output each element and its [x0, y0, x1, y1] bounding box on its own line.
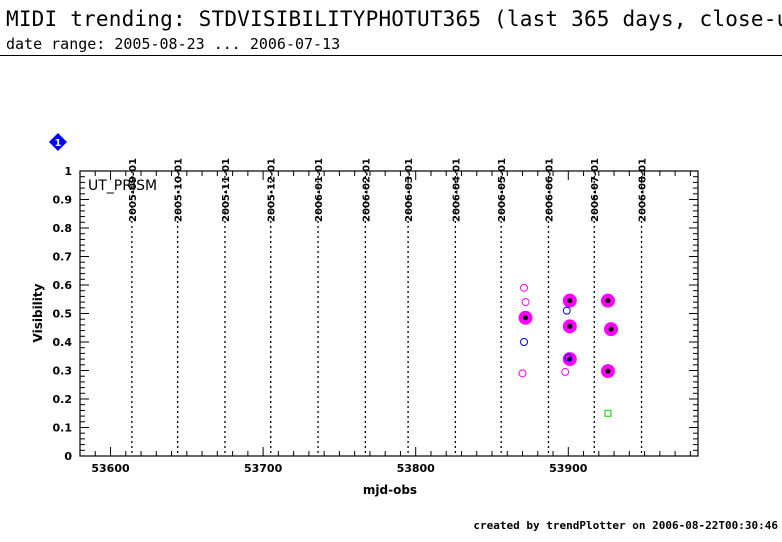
open-point-blue	[564, 353, 573, 362]
filled-point-center	[523, 315, 529, 321]
header-divider	[0, 55, 782, 56]
y-axis: 0 0.1 0.2 0.3 0.4 0.5 0.6 0.7 0.8 0.9 1	[53, 165, 698, 463]
filled-point-center	[605, 298, 611, 304]
y-tick-label: 0.7	[53, 251, 73, 264]
open-point-magenta	[521, 298, 530, 307]
month-label: 2005-12-01	[267, 158, 278, 222]
x-tick-label: 53600	[91, 462, 130, 475]
y-axis-label: Visibility	[31, 283, 45, 342]
y-tick-label: 0.9	[53, 194, 73, 207]
data-points	[518, 283, 619, 417]
y-tick-label: 0.2	[53, 393, 73, 406]
month-labels: 2005-09-01 2005-10-01 2005-11-01 2005-12-01…	[128, 158, 649, 222]
filled-point-center	[605, 368, 611, 374]
x-axis-label: mjd-obs	[363, 483, 417, 497]
y-tick-label: 0.1	[53, 422, 73, 435]
month-label: 2006-07-01	[590, 158, 601, 222]
y-tick-label: 1	[64, 165, 72, 178]
open-point-magenta	[518, 369, 527, 378]
y-tick-label: 0.6	[53, 279, 73, 292]
open-point-magenta	[561, 367, 570, 376]
month-label: 2005-09-01	[128, 158, 139, 222]
x-tick-label: 53700	[244, 462, 283, 475]
footer-credit: created by trendPlotter on 2006-08-22T00…	[473, 519, 778, 532]
badge-label: 1	[55, 138, 62, 149]
month-label: 2006-04-01	[451, 158, 462, 222]
panel-label: UT_PRISM	[88, 178, 157, 194]
month-label: 2005-11-01	[221, 158, 232, 222]
x-tick-label: 53800	[397, 462, 436, 475]
month-label: 2006-01-01	[314, 158, 325, 222]
x-axis: 53600 53700 53800 53900	[79, 171, 691, 475]
y-tick-label: 0	[64, 450, 72, 463]
month-label: 2006-05-01	[497, 158, 508, 222]
month-label: 2006-03-01	[404, 158, 415, 222]
filled-point-center	[567, 323, 573, 329]
open-point-blue	[562, 306, 571, 315]
month-label: 2006-02-01	[361, 158, 372, 222]
month-label: 2005-10-01	[174, 158, 185, 222]
date-range-subtitle: date range: 2005-08-23 ... 2006-07-13	[6, 35, 341, 53]
filled-point-center	[608, 326, 614, 332]
y-tick-label: 0.4	[53, 336, 73, 349]
y-tick-label: 0.8	[53, 222, 73, 235]
month-label: 2006-08-01	[638, 158, 649, 222]
y-tick-label: 0.3	[53, 365, 73, 378]
x-tick-label: 53900	[549, 462, 588, 475]
page-title: MIDI trending: STDVISIBILITYPHOTUT365 (l…	[6, 7, 782, 31]
y-tick-label: 0.5	[53, 308, 73, 321]
filled-point-center	[567, 298, 573, 304]
open-point-green	[604, 409, 612, 417]
month-label: 2006-06-01	[544, 158, 555, 222]
open-point-blue	[520, 338, 529, 346]
diamond-badge-icon: 1	[49, 133, 67, 151]
open-point-magenta	[520, 283, 529, 292]
